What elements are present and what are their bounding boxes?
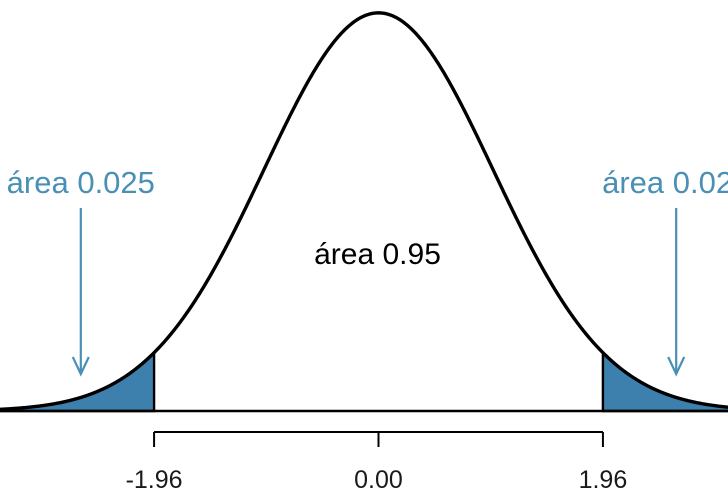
density-curve <box>0 11 728 412</box>
x-tick-label: 0.00 <box>354 466 403 494</box>
tail-annotations: área 0.025 área 0.025 <box>7 165 728 377</box>
center-area-label: área 0.95 <box>314 238 441 271</box>
left-tail-area <box>0 349 156 413</box>
x-tick-label: -1.96 <box>126 466 183 494</box>
x-axis: -1.96 0.00 1.96 <box>126 431 628 494</box>
x-tick-label: 1.96 <box>579 466 628 494</box>
right-arrow-head <box>667 356 686 377</box>
right-tail-area <box>601 349 728 413</box>
left-arrow-head <box>71 356 90 377</box>
shaded-tails <box>0 349 728 413</box>
left-tail-label: área 0.025 <box>7 165 155 200</box>
right-tail-label: área 0.025 <box>602 165 728 200</box>
